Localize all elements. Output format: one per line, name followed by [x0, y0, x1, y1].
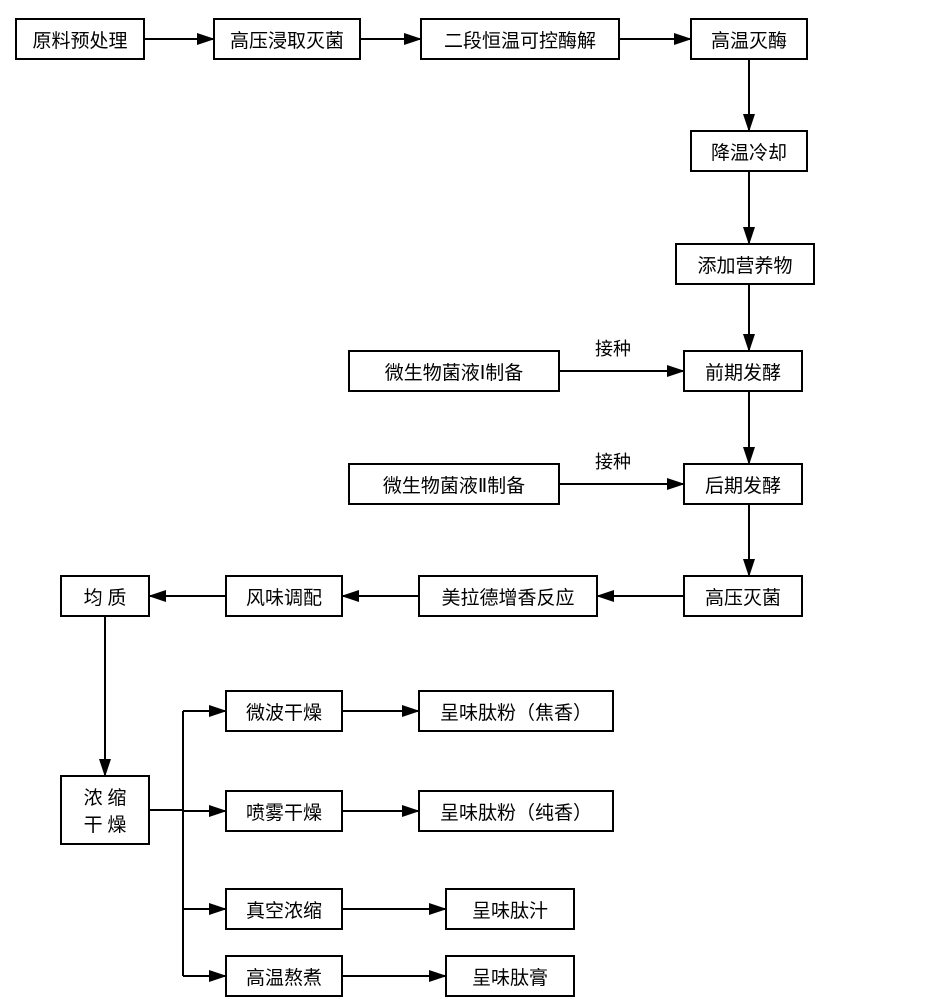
flowchart-node: 二段恒温可控酶解	[420, 18, 620, 60]
flowchart-node: 呈味肽膏	[445, 955, 575, 997]
flowchart-node: 高压灭菌	[683, 575, 803, 617]
flowchart-node: 呈味肽汁	[445, 888, 575, 930]
flowchart-node: 喷雾干燥	[225, 790, 343, 832]
flowchart-node: 微波干燥	[225, 690, 343, 732]
flowchart-node: 添加营养物	[675, 243, 815, 285]
flowchart-node: 降温冷却	[690, 130, 808, 172]
flowchart-node: 高温熬煮	[225, 955, 343, 997]
flowchart-node: 前期发酵	[683, 350, 803, 392]
edge-label: 接种	[595, 448, 631, 474]
flowchart-node: 美拉德增香反应	[418, 575, 598, 617]
flowchart-node: 呈味肽粉（纯香）	[418, 790, 614, 832]
flowchart-node: 高温灭酶	[690, 18, 808, 60]
edge-label: 接种	[595, 335, 631, 361]
flowchart-node: 呈味肽粉（焦香）	[418, 690, 614, 732]
flowchart-node: 均 质	[60, 575, 150, 617]
flowchart-node: 微生物菌液Ⅱ制备	[348, 463, 560, 505]
flowchart-node: 微生物菌液Ⅰ制备	[348, 350, 560, 392]
flowchart-node: 浓 缩 干 燥	[60, 775, 150, 845]
flowchart-node: 高压浸取灭菌	[213, 18, 361, 60]
flowchart-node: 原料预处理	[15, 18, 145, 60]
flowchart-node: 后期发酵	[683, 463, 803, 505]
flowchart-node: 风味调配	[225, 575, 343, 617]
flowchart-node: 真空浓缩	[225, 888, 343, 930]
